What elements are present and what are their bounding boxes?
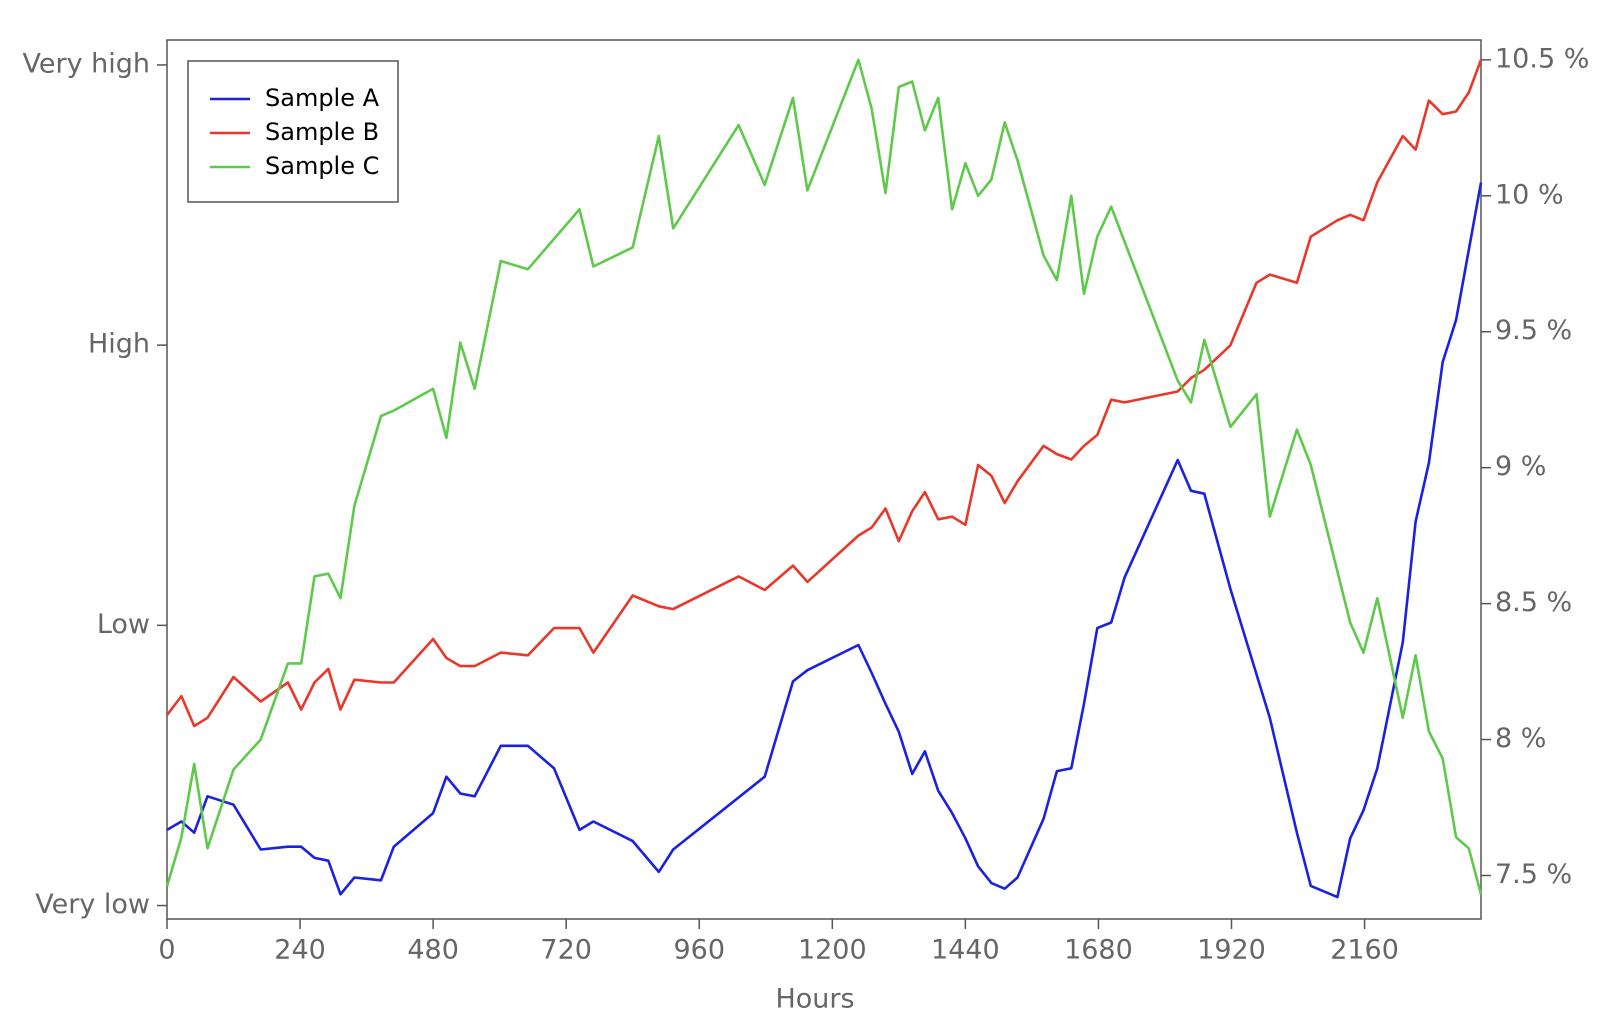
y2-tick-label: 8 % bbox=[1495, 723, 1546, 754]
plot-frame bbox=[166, 39, 1482, 920]
y2-tick-label: 8.5 % bbox=[1495, 587, 1572, 618]
y-tick-label: Low bbox=[97, 609, 150, 640]
y2-tick-label: 9.5 % bbox=[1495, 315, 1572, 346]
y-tick-label: High bbox=[88, 329, 150, 360]
y2-tick-label: 9 % bbox=[1495, 451, 1546, 482]
y2-tick-label: 10.5 % bbox=[1495, 43, 1589, 74]
x-tick-label: 240 bbox=[274, 935, 326, 966]
x-tick-label: 1440 bbox=[931, 935, 1000, 966]
x-tick-label: 720 bbox=[540, 935, 592, 966]
y-tick-label: Very high bbox=[22, 48, 150, 79]
legend: Sample A Sample B Sample C bbox=[187, 60, 399, 203]
legend-label: Sample B bbox=[265, 118, 379, 146]
x-axis-label: Hours bbox=[775, 984, 854, 1015]
y2-tick-label: 10 % bbox=[1495, 179, 1564, 210]
x-tick-label: 2160 bbox=[1330, 935, 1399, 966]
y2-tick-label: 7.5 % bbox=[1495, 859, 1572, 890]
legend-box bbox=[187, 60, 399, 203]
x-tick-label: 1920 bbox=[1197, 935, 1266, 966]
x-tick-label: 1680 bbox=[1064, 935, 1133, 966]
legend-label: Sample C bbox=[265, 152, 379, 180]
x-tick-label: 1200 bbox=[798, 935, 867, 966]
x-tick-label: 0 bbox=[158, 935, 175, 966]
legend-label: Sample A bbox=[265, 84, 380, 112]
y-tick-label: Very low bbox=[35, 889, 150, 920]
x-tick-label: 480 bbox=[407, 935, 459, 966]
series-line bbox=[165, 59, 1483, 728]
series-line bbox=[166, 182, 1483, 899]
series-line bbox=[165, 58, 1483, 895]
x-tick-label: 960 bbox=[673, 935, 725, 966]
